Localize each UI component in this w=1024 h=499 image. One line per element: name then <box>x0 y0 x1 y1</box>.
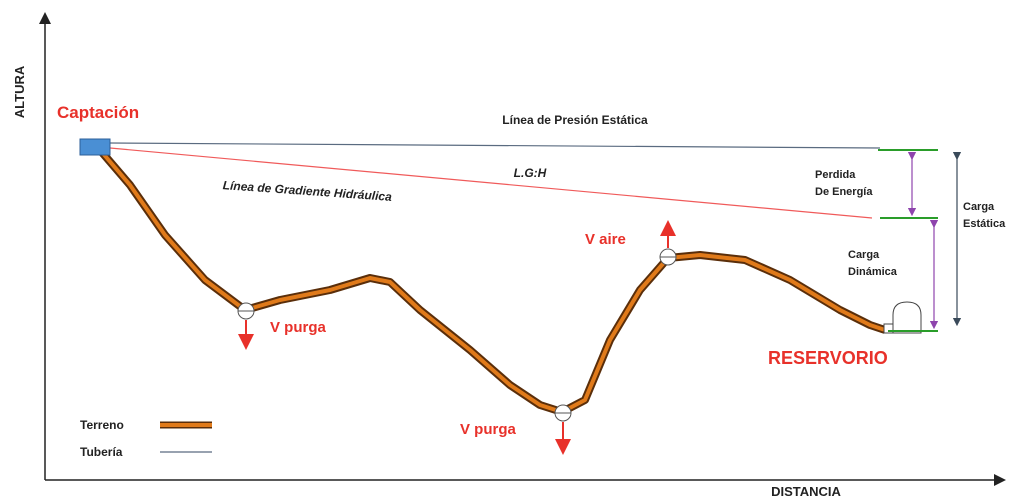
reservoir <box>892 301 922 334</box>
terrain <box>84 146 886 414</box>
lgh-label: L.G:H <box>514 166 547 180</box>
source-label: Captación <box>57 103 139 122</box>
static-head-label: Carga <box>963 201 995 213</box>
legend-label: Terreno <box>80 418 124 432</box>
valve-label: V aire <box>585 231 626 248</box>
valve-label: V purga <box>270 319 326 336</box>
energy-loss-label: De Energía <box>815 186 873 198</box>
reservoir-label: RESERVORIO <box>768 348 888 368</box>
dynamic-head-label: Dinámica <box>848 266 898 278</box>
hydraulic-gradient-line <box>109 147 873 219</box>
static-head-label: Estática <box>963 218 1006 230</box>
intake <box>79 138 111 156</box>
energy-loss-label: Perdida <box>815 169 856 181</box>
gradient-line-label: Línea de Gradiente Hidráulica <box>222 178 392 204</box>
y-axis-label: ALTURA <box>12 65 27 118</box>
static-pressure-line <box>109 142 881 149</box>
valve-label: V purga <box>460 421 516 438</box>
dynamic-head-label: Carga <box>848 249 880 261</box>
legend-label: Tubería <box>80 445 123 459</box>
reservoir-inlet <box>883 323 894 334</box>
static-line-label: Línea de Presión Estática <box>502 113 648 127</box>
x-axis-label: DISTANCIA <box>771 484 841 499</box>
